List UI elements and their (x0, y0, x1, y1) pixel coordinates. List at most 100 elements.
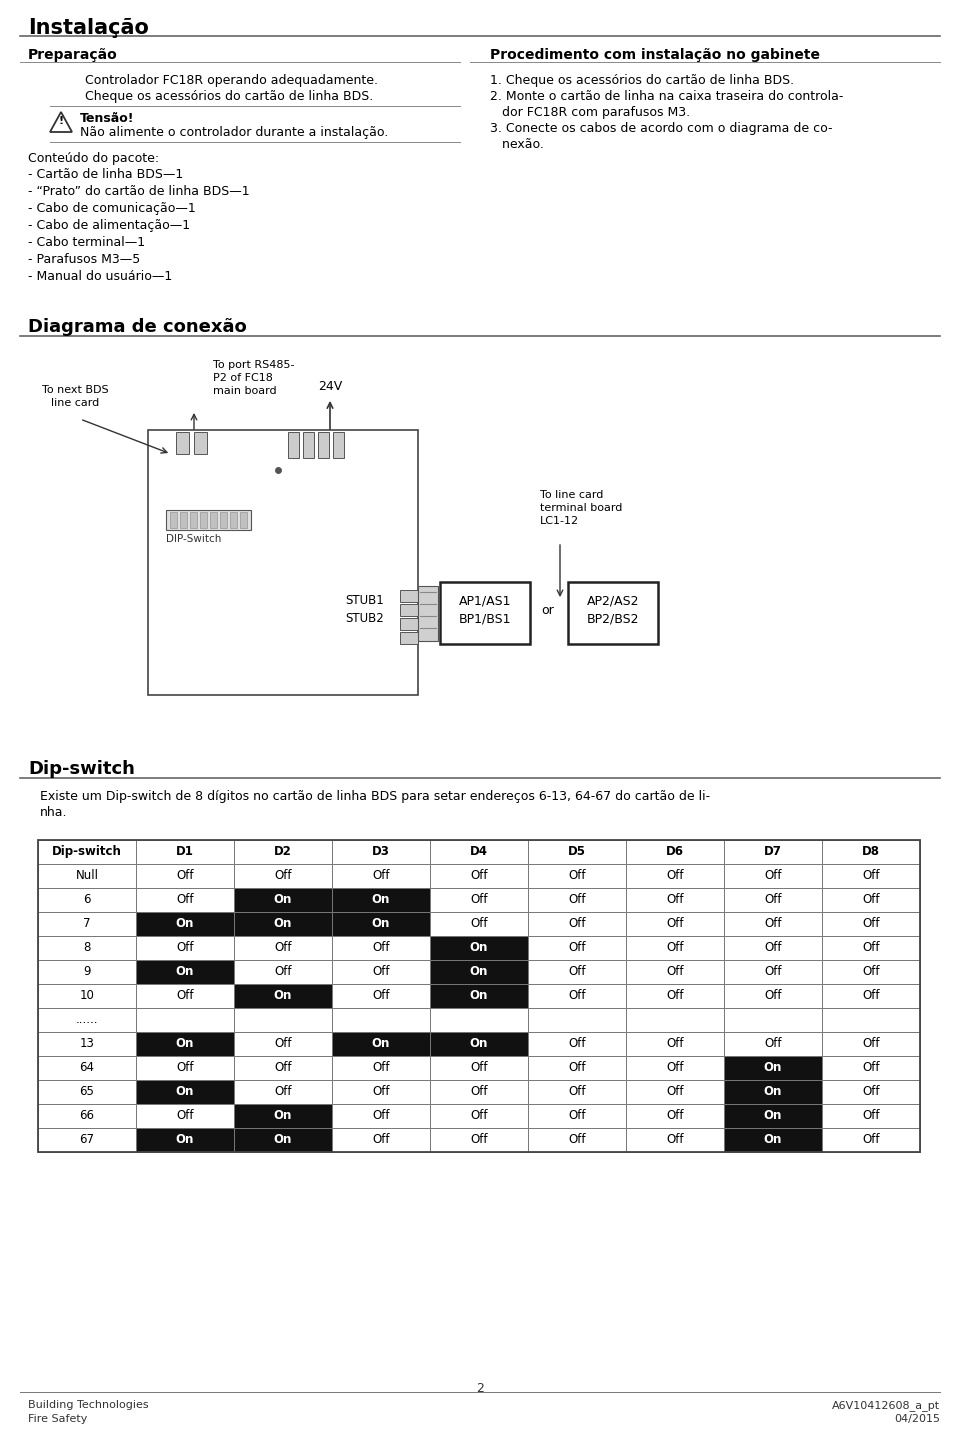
Bar (430, 1032, 528, 1055)
Bar (303, 431, 314, 457)
Bar (210, 512, 217, 528)
Bar (626, 936, 724, 961)
Bar (332, 1055, 430, 1080)
Bar (822, 1104, 920, 1127)
Text: !: ! (59, 116, 63, 127)
Text: - Cabo de comunicação—1: - Cabo de comunicação—1 (28, 201, 196, 216)
Text: 64: 64 (80, 1061, 94, 1074)
Text: Off: Off (666, 1037, 684, 1050)
Bar (136, 1127, 234, 1152)
Text: Off: Off (862, 940, 879, 953)
Text: Off: Off (177, 940, 194, 953)
Text: Off: Off (470, 1086, 488, 1099)
Text: Off: Off (275, 869, 292, 881)
Text: STUB1: STUB1 (345, 594, 384, 607)
Text: D8: D8 (862, 846, 880, 858)
Text: AP2/AS2
BP2/BS2: AP2/AS2 BP2/BS2 (587, 594, 639, 626)
Bar (430, 1055, 528, 1080)
Bar (38, 1008, 136, 1032)
Bar (430, 864, 528, 889)
Text: Preparação: Preparação (28, 47, 118, 62)
Bar (38, 1127, 136, 1152)
Bar (234, 1104, 332, 1127)
Text: D7: D7 (764, 846, 782, 858)
Bar (332, 984, 430, 1008)
Bar (400, 604, 418, 615)
Text: To port RS485-
P2 of FC18
main board: To port RS485- P2 of FC18 main board (213, 360, 295, 397)
Text: Off: Off (862, 917, 879, 930)
Text: AP1/AS1
BP1/BS1: AP1/AS1 BP1/BS1 (459, 594, 512, 626)
Text: D4: D4 (470, 846, 488, 858)
Text: Off: Off (764, 869, 781, 881)
Bar (176, 431, 189, 454)
Text: - Parafusos M3—5: - Parafusos M3—5 (28, 253, 140, 266)
Text: 66: 66 (80, 1109, 94, 1122)
Text: Controlador FC18R operando adequadamente.: Controlador FC18R operando adequadamente… (85, 73, 378, 88)
Text: On: On (274, 989, 292, 1002)
Bar (332, 1032, 430, 1055)
Text: nha.: nha. (40, 807, 67, 820)
Bar (240, 512, 247, 528)
Text: Off: Off (862, 1086, 879, 1099)
Bar (332, 1127, 430, 1152)
Text: 1. Cheque os acessórios do cartão de linha BDS.: 1. Cheque os acessórios do cartão de lin… (490, 73, 794, 88)
Bar (220, 512, 227, 528)
Text: On: On (176, 917, 194, 930)
Bar (332, 1080, 430, 1104)
Text: - Cabo de alimentação—1: - Cabo de alimentação—1 (28, 219, 190, 232)
Text: Não alimente o controlador durante a instalação.: Não alimente o controlador durante a ins… (80, 127, 388, 139)
Text: Off: Off (275, 940, 292, 953)
Text: On: On (469, 940, 489, 953)
Bar (822, 936, 920, 961)
Bar (234, 1032, 332, 1055)
Text: 10: 10 (80, 989, 94, 1002)
Bar (200, 512, 207, 528)
Bar (234, 961, 332, 984)
Bar (568, 582, 658, 644)
Bar (430, 984, 528, 1008)
Bar (528, 961, 626, 984)
Text: Off: Off (372, 965, 390, 978)
Text: Off: Off (666, 965, 684, 978)
Bar (136, 961, 234, 984)
Text: Off: Off (470, 1109, 488, 1122)
Text: 6: 6 (84, 893, 91, 906)
Text: ......: ...... (76, 1012, 98, 1025)
Bar (822, 889, 920, 912)
Bar (38, 936, 136, 961)
Text: Off: Off (372, 1133, 390, 1146)
Text: Dip-switch: Dip-switch (52, 846, 122, 858)
Text: DIP-Switch: DIP-Switch (166, 533, 222, 544)
Text: On: On (764, 1086, 782, 1099)
Text: 9: 9 (84, 965, 91, 978)
Bar (528, 1080, 626, 1104)
Text: Off: Off (568, 940, 586, 953)
Text: Off: Off (862, 893, 879, 906)
Bar (332, 864, 430, 889)
Bar (38, 1032, 136, 1055)
Bar (822, 1032, 920, 1055)
Bar (528, 889, 626, 912)
Text: Off: Off (568, 965, 586, 978)
Bar (822, 864, 920, 889)
Bar (626, 961, 724, 984)
Text: Off: Off (568, 917, 586, 930)
Bar (400, 590, 418, 603)
Text: Cheque os acessórios do cartão de linha BDS.: Cheque os acessórios do cartão de linha … (85, 91, 373, 104)
Text: Off: Off (764, 1037, 781, 1050)
Bar (724, 1104, 822, 1127)
Text: - Cabo terminal—1: - Cabo terminal—1 (28, 236, 145, 249)
Bar (234, 1080, 332, 1104)
Text: Building Technologies: Building Technologies (28, 1401, 149, 1411)
Text: Off: Off (568, 1061, 586, 1074)
Text: Dip-switch: Dip-switch (28, 761, 134, 778)
Bar (822, 984, 920, 1008)
Text: Off: Off (862, 1133, 879, 1146)
Text: On: On (372, 1037, 390, 1050)
Bar (528, 864, 626, 889)
Bar (724, 1080, 822, 1104)
Text: Off: Off (177, 869, 194, 881)
Text: Off: Off (470, 893, 488, 906)
Bar (38, 984, 136, 1008)
Text: Off: Off (470, 869, 488, 881)
